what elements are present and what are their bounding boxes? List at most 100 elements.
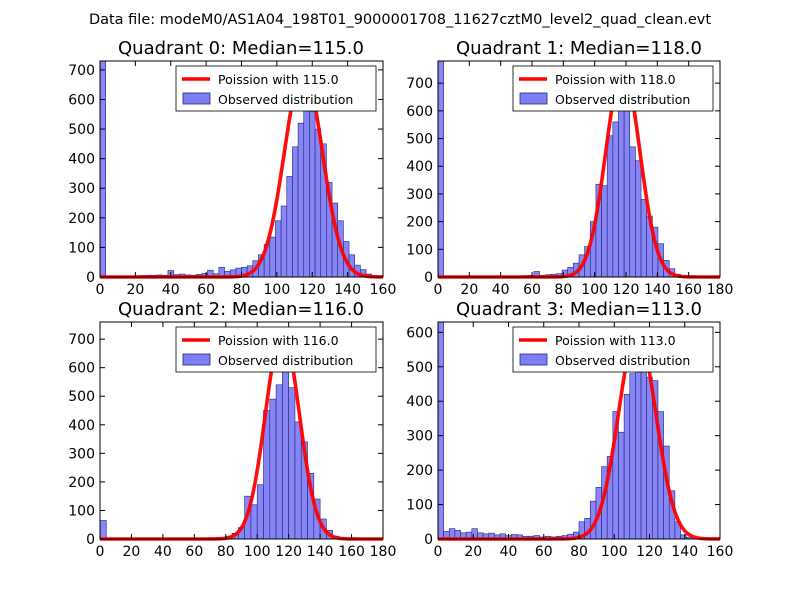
quadrant-0-xtick-label-6: 120: [299, 282, 326, 298]
quadrant-3-xtick-label-3: 60: [535, 544, 553, 560]
quadrant-2-xtick-label-3: 60: [185, 544, 203, 560]
quadrant-1-xtick-label-5: 100: [581, 282, 608, 298]
quadrant-2-ytick-label-1: 100: [68, 503, 95, 519]
quadrant-2-xtick-label-4: 80: [217, 544, 235, 560]
quadrant-1-xtick-label-7: 140: [644, 282, 671, 298]
quadrant-0-bar-33: [286, 176, 293, 278]
quadrant-2-ytick-label-3: 300: [68, 446, 95, 462]
quadrant-0-bar-0: [99, 60, 106, 278]
quadrant-1-ytick-label-7: 700: [406, 76, 433, 92]
quadrant-0-bar-31: [275, 220, 282, 278]
quadrant-3-ytick-label-0: 0: [424, 532, 433, 548]
quadrant-3-xtick-label-5: 100: [601, 544, 628, 560]
quadrant-2-bar-0: [99, 520, 107, 540]
quadrant-3-title: Quadrant 3: Median=113.0: [456, 299, 702, 320]
quadrant-1-xtick-label-6: 120: [613, 282, 640, 298]
quadrant-0-xtick-label-2: 40: [162, 282, 180, 298]
quadrant-1-xtick-label-4: 80: [554, 282, 572, 298]
quadrant-0-title: Quadrant 0: Median=115.0: [118, 38, 364, 59]
quadrant-2-ytick-label-7: 700: [68, 332, 95, 348]
quadrant-2-xtick-label-0: 0: [96, 544, 105, 560]
quadrant-1-xtick-label-3: 60: [523, 282, 541, 298]
quadrant-1-axes-frame: [437, 60, 721, 278]
quadrant-0-ytick-label-6: 600: [68, 92, 95, 108]
quadrant-1-bar-0: [437, 60, 444, 278]
quadrant-2-xtick-label-6: 120: [275, 544, 302, 560]
quadrant-2-ytick-label-0: 0: [86, 532, 95, 548]
quadrant-2-axes-frame: [99, 321, 384, 540]
quadrant-1-bar-29: [601, 185, 608, 278]
quadrant-3-ytick-label-6: 600: [406, 325, 433, 341]
quadrant-1-ytick-label-2: 200: [406, 215, 433, 231]
quadrant-0-xtick-label-4: 80: [233, 282, 251, 298]
quadrant-3-xtick-label-6: 120: [636, 544, 663, 560]
quadrant-0-ytick-label-5: 500: [68, 122, 95, 138]
quadrant-3-plot: 0 20 40 60 80 100 120 140 160 0 100 200 300 400 500 600…: [406, 321, 734, 560]
quadrant-1-xtick-label-9: 180: [707, 282, 734, 298]
quadrant-2-ytick-label-6: 600: [68, 361, 95, 377]
quadrant-1-ytick-label-3: 300: [406, 187, 433, 203]
quadrant-1-title: Quadrant 1: Median=118.0: [456, 38, 702, 59]
quadrant-0-plot: 0 20 40 60 80 100 120 140 160 0 100 200 300 400 500 600…: [68, 60, 397, 298]
quadrant-1-bar-34: [629, 146, 636, 278]
quadrant-1-legend-bar-swatch: [519, 92, 548, 105]
quadrant-1-legend-observed-label: Observed distribution: [555, 92, 690, 107]
quadrant-0-ytick-label-3: 300: [68, 181, 95, 197]
quadrant-2-panel: Quadrant 2: Median=116.0 0 20 40 60 80 100 120…: [68, 299, 396, 560]
quadrant-2-bar-27: [269, 398, 277, 540]
quadrant-2-xtick-label-9: 180: [370, 544, 397, 560]
quadrant-0-ytick-label-2: 200: [68, 211, 95, 227]
quadrant-1-xtick-label-2: 40: [492, 282, 510, 298]
quadrant-0-xtick-label-1: 20: [126, 282, 144, 298]
quadrant-0-xtick-label-3: 60: [197, 282, 215, 298]
quadrant-2-bar-25: [256, 484, 264, 540]
quadrant-3-bar-34: [629, 373, 636, 540]
quadrant-0-legend-poisson-label: Poission with 115.0: [218, 72, 339, 87]
quadrant-1-bar-36: [640, 199, 647, 278]
quadrant-2-bar-29: [282, 367, 289, 540]
quadrant-1-ytick-label-5: 500: [406, 132, 433, 148]
quadrant-2-bar-28: [275, 384, 283, 540]
quadrant-0-xtick-label-8: 160: [370, 282, 397, 298]
quadrant-3-xtick-label-8: 160: [707, 544, 734, 560]
quadrant-3-bar-0: [437, 321, 444, 540]
quadrant-3-panel: Quadrant 3: Median=113.0 0 20 40 60 80 100 120…: [406, 299, 733, 560]
quadrant-1-bar-35: [635, 160, 642, 278]
quadrant-1-bar-33: [623, 107, 631, 278]
quadrant-2-legend-poisson-label: Poission with 116.0: [218, 333, 339, 348]
quadrant-3-bar-32: [618, 431, 625, 540]
quadrant-1-plot: 0 20 40 60 80 100 120 140 160 180 0 100 200 300 400 500…: [406, 60, 734, 298]
quadrant-1-ytick-label-4: 400: [406, 159, 433, 175]
quadrant-3-legend-poisson-label: Poission with 113.0: [555, 333, 676, 348]
quadrant-3-ytick-label-1: 100: [406, 498, 433, 514]
quadrant-2-bar-31: [294, 421, 302, 540]
quadrant-2-bar-30: [288, 387, 296, 540]
quadrant-3-xtick-label-4: 80: [570, 544, 588, 560]
quadrant-3-xtick-label-1: 20: [464, 544, 482, 560]
quadrant-3-bar-43: [680, 534, 687, 540]
quadrant-3-xtick-label-2: 40: [500, 544, 518, 560]
quadrant-0-ytick-label-4: 400: [68, 152, 95, 168]
quadrant-3-bar-33: [623, 394, 631, 540]
quadrant-3-ytick-label-5: 500: [406, 360, 433, 376]
quadrant-2-legend-observed-label: Observed distribution: [218, 353, 353, 368]
quadrant-2-xtick-label-2: 40: [154, 544, 172, 560]
quadrant-1-ytick-label-6: 600: [406, 104, 433, 120]
quadrant-0-xtick-label-5: 100: [264, 282, 291, 298]
quadrant-3-ytick-label-4: 400: [406, 394, 433, 410]
quadrant-1-ytick-label-0: 0: [424, 270, 433, 286]
quadrant-0-bar-34: [292, 146, 299, 278]
quadrant-0-bar-37: [309, 111, 316, 278]
quadrant-2-plot: 0 20 40 60 80 100 120 140 160 1800100200300400500…: [68, 321, 397, 560]
quadrant-0-ytick-label-7: 700: [68, 63, 95, 79]
quadrant-1-panel: Quadrant 1: Median=118.0 0 20 40 60 80 100 120…: [406, 38, 733, 298]
quadrant-0-legend-bar-swatch: [182, 92, 211, 105]
quadrant-0-bar-35: [297, 122, 305, 278]
quadrant-2-legend-bar-swatch: [182, 353, 211, 366]
quadrant-2-xtick-label-8: 160: [338, 544, 365, 560]
quadrant-0-legend-observed-label: Observed distribution: [218, 92, 353, 107]
quadrant-3-ytick-label-3: 300: [406, 429, 433, 445]
quadrant-0-panel: Quadrant 0: Median=115.0 0 20 40 60 80 100 120…: [68, 38, 396, 298]
quadrant-3-ytick-label-2: 200: [406, 463, 433, 479]
